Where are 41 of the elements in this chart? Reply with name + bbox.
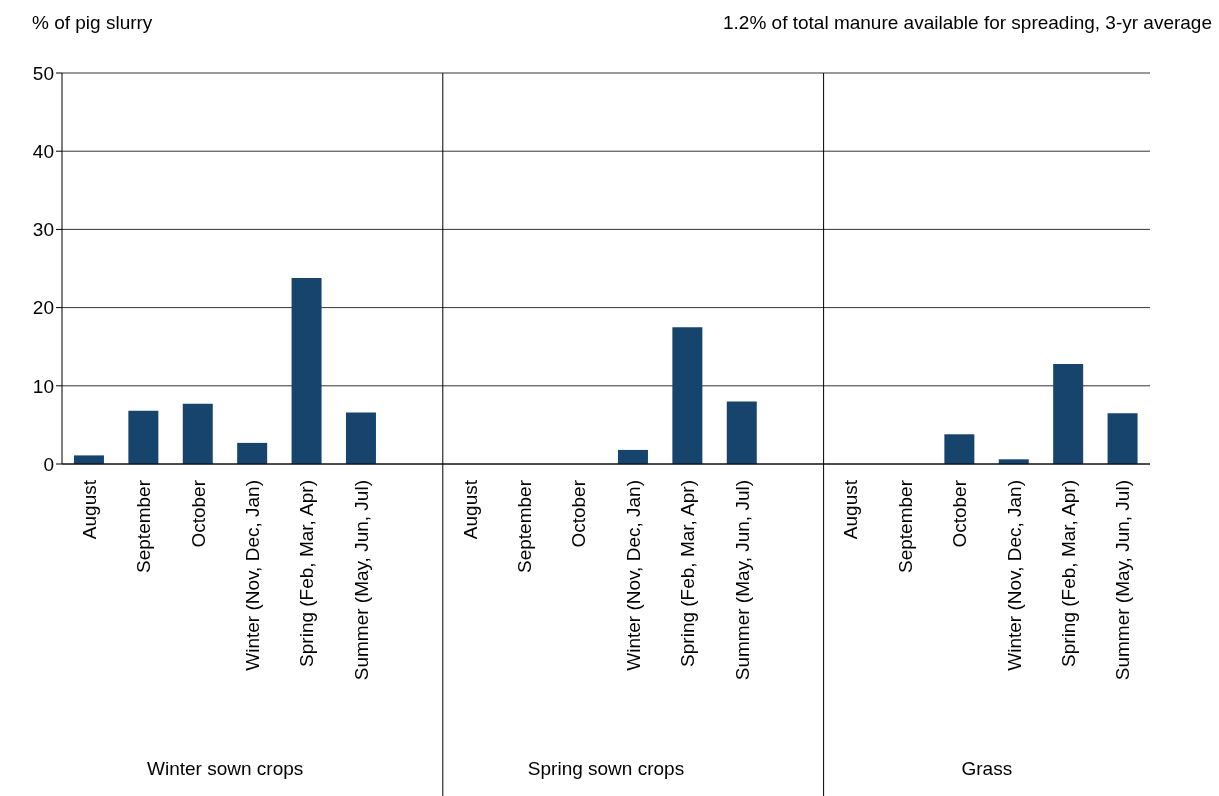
- y-tick-label: 50: [32, 62, 54, 84]
- x-tick-label: Winter (Nov, Dec, Jan): [1003, 480, 1025, 671]
- bar: [291, 277, 322, 464]
- x-tick-label: Summer (May, Jun, Jul): [731, 480, 753, 681]
- bar: [128, 410, 159, 464]
- bar: [617, 449, 648, 464]
- x-tick-label: September: [513, 479, 535, 573]
- x-tick-label: August: [459, 479, 481, 540]
- x-tick-label: October: [187, 479, 209, 548]
- bar: [944, 434, 975, 464]
- bar: [237, 442, 268, 464]
- bar: [1107, 413, 1138, 464]
- bar: [345, 412, 376, 464]
- x-tick-label: Winter (Nov, Dec, Jan): [622, 480, 644, 671]
- y-tick-label: 10: [32, 375, 54, 397]
- bar: [1053, 363, 1084, 464]
- x-tick-label: Summer (May, Jun, Jul): [350, 480, 372, 681]
- chart-title: 1.2% of total manure available for spreading, 3-yr average: [723, 12, 1212, 34]
- x-tick-label: September: [133, 479, 155, 573]
- x-tick-label: August: [840, 479, 862, 540]
- x-tick-label: Summer (May, Jun, Jul): [1112, 480, 1134, 681]
- y-tick-label: 0: [43, 453, 54, 475]
- x-tick-label: August: [78, 479, 100, 540]
- text: Winter sown crops: [146, 758, 305, 780]
- bar: [726, 401, 757, 464]
- x-tick-label: Spring (Feb, Mar, Apr): [296, 480, 318, 667]
- x-tick-label: Spring (Feb, Mar, Apr): [677, 480, 699, 667]
- bar: [182, 403, 213, 464]
- x-tick-label: October: [568, 479, 590, 548]
- bar: [672, 327, 703, 464]
- bar: [73, 455, 104, 464]
- x-tick-label: September: [894, 479, 916, 573]
- text: Spring sown crops: [526, 758, 686, 780]
- y-tick-label: 40: [32, 140, 54, 162]
- text: Grass: [960, 758, 1014, 780]
- x-tick-label: Winter (Nov, Dec, Jan): [241, 480, 263, 671]
- x-tick-label: October: [949, 479, 971, 548]
- y-tick-label: 20: [32, 297, 54, 319]
- x-tick-label: Spring (Feb, Mar, Apr): [1057, 480, 1079, 667]
- y-tick-label: 30: [32, 219, 54, 241]
- y-axis-title: % of pig slurry: [32, 12, 153, 34]
